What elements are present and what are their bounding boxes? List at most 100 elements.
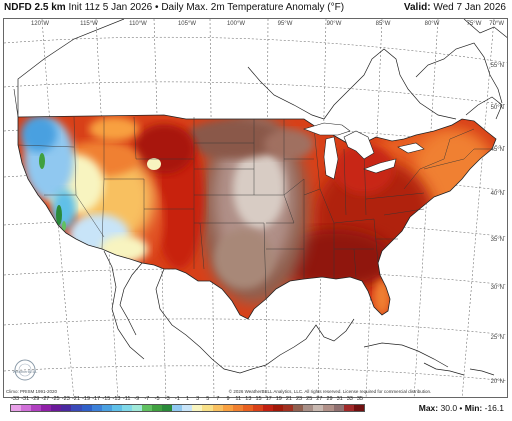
field-name: Daily Max. 2m Temperature Anomaly (°F) [161, 2, 345, 13]
colorbar-swatch [343, 405, 354, 411]
colorbar-swatch [142, 405, 153, 411]
min-value: -16.1 [484, 403, 504, 413]
init-time: Init 11z 5 Jan 2026 [68, 2, 153, 13]
colorbar-tick: -3 [164, 396, 170, 402]
colorbar-tick: -11 [122, 396, 131, 402]
colorbar-tick: -31 [21, 396, 30, 402]
colorbar-swatch [101, 405, 112, 411]
colorbar-tick: -9 [134, 396, 140, 402]
colorbar-swatch [212, 405, 223, 411]
colorbar-swatch [162, 405, 173, 411]
colorbar-tick: -5 [154, 396, 160, 402]
colorbar-swatch [353, 405, 364, 411]
lat-label: 25°N [491, 335, 504, 341]
colorbar-swatch [11, 405, 22, 411]
latitude-labels: 55°N 50°N 45°N 40°N 35°N 30°N 25°N 20°N [491, 63, 504, 385]
lat-label: 45°N [491, 147, 504, 153]
colorbar-swatch [172, 405, 183, 411]
colorbar-swatch [202, 405, 213, 411]
colorbar-swatch [333, 405, 344, 411]
colorbar-swatch [262, 405, 274, 411]
temperature-anomaly-map: 120°W 115°W 110°W 105°W 100°W 95°W 90°W … [3, 18, 508, 398]
colorbar-swatch [283, 405, 294, 411]
colorbar-tick: -25 [51, 396, 60, 402]
colorbar-tick: -19 [82, 396, 91, 402]
colorbar-swatch [152, 405, 163, 411]
colorbar-tick: 13 [245, 396, 252, 402]
product-name: NDFD 2.5 km [4, 2, 66, 13]
colorbar-tick: 15 [255, 396, 262, 402]
colorbar-tick: 7 [216, 396, 220, 402]
great-lakes [303, 122, 425, 180]
state-borders [17, 116, 492, 300]
colorbar-swatch [252, 405, 263, 411]
colorbar-swatch [182, 405, 193, 411]
min-label: Min: [464, 403, 483, 413]
colorbar-swatch [31, 405, 42, 411]
lat-label: 40°N [491, 191, 504, 197]
lat-label: 55°N [491, 63, 504, 69]
colorbar-tick: -23 [61, 396, 70, 402]
lat-label: 20°N [491, 379, 504, 385]
colorbar-tick: -33 [11, 396, 20, 402]
colorbar-swatch [121, 405, 132, 411]
lat-label: 35°N [491, 237, 504, 243]
colorbar-swatch [131, 405, 143, 411]
lon-label: 105°W [178, 21, 196, 27]
lon-label: 70°W [489, 21, 504, 27]
country-outlines [17, 19, 507, 376]
map-title: NDFD 2.5 km Init 11z 5 Jan 2026 • Daily … [4, 2, 344, 13]
colorbar-tick: 21 [285, 396, 292, 402]
valid-time: Valid: Wed 7 Jan 2026 [404, 2, 506, 13]
weatherbell-logo: WeatherBELL [13, 359, 38, 381]
colorbar-tick: 5 [206, 396, 210, 402]
us-outline [17, 114, 497, 320]
colorbar-tick: 17 [265, 396, 272, 402]
colorbar-swatch [273, 405, 284, 411]
valid-date: Wed 7 Jan 2026 [433, 2, 506, 13]
colorbar-tick: -17 [92, 396, 101, 402]
colorbar-tick: 11 [235, 396, 242, 402]
map-canvas: 120°W 115°W 110°W 105°W 100°W 95°W 90°W … [4, 19, 507, 397]
title-separator: • [155, 2, 159, 13]
colorbar-swatch [232, 405, 243, 411]
colorbar-swatch [91, 405, 102, 411]
colorbar-tick: 25 [306, 396, 313, 402]
colorbar-tick: -13 [112, 396, 121, 402]
colorbar-swatch [111, 405, 122, 411]
colorbar [10, 404, 365, 412]
lon-label: 80°W [425, 21, 440, 27]
lon-label: 85°W [376, 21, 391, 27]
colorbar-tick: 23 [296, 396, 303, 402]
valid-label: Valid: [403, 2, 431, 13]
colorbar-tick: -27 [41, 396, 50, 402]
map-header: NDFD 2.5 km Init 11z 5 Jan 2026 • Daily … [0, 0, 512, 16]
colorbar-tick: -1 [174, 396, 180, 402]
lon-label: 110°W [129, 21, 147, 27]
colorbar-swatch [61, 405, 72, 411]
lat-label: 30°N [491, 285, 504, 291]
colorbar-swatch [41, 405, 52, 411]
max-label: Max: [418, 403, 439, 413]
colorbar-swatch [192, 405, 203, 411]
colorbar-tick: 29 [326, 396, 333, 402]
colorbar-swatch [303, 405, 314, 411]
colorbar-tick: 31 [336, 396, 343, 402]
colorbar-swatch [51, 405, 62, 411]
colorbar-tick: 9 [226, 396, 230, 402]
colorbar-swatch [242, 405, 253, 411]
colorbar-swatch [71, 405, 82, 411]
colorbar-swatch [293, 405, 304, 411]
lon-label: 75°W [467, 21, 482, 27]
max-value: 30.0 [440, 403, 458, 413]
max-min-stats: Max: 30.0 • Min: -16.1 [419, 403, 504, 413]
lon-label: 90°W [327, 21, 342, 27]
colorbar-tick: -7 [144, 396, 150, 402]
colorbar-tick-labels: -33 -31 -29 -27 -25 -23 -21 -19 -17 -15 -13 -11 -9 -7… [10, 396, 365, 404]
lon-label: 95°W [278, 21, 293, 27]
copyright-text: © 2026 WeatherBELL Analytics, LLC. All r… [228, 389, 432, 394]
colorbar-swatch [222, 405, 233, 411]
colorbar-swatch [313, 405, 324, 411]
colorbar-tick: 19 [275, 396, 282, 402]
stats-separator: • [459, 403, 463, 413]
